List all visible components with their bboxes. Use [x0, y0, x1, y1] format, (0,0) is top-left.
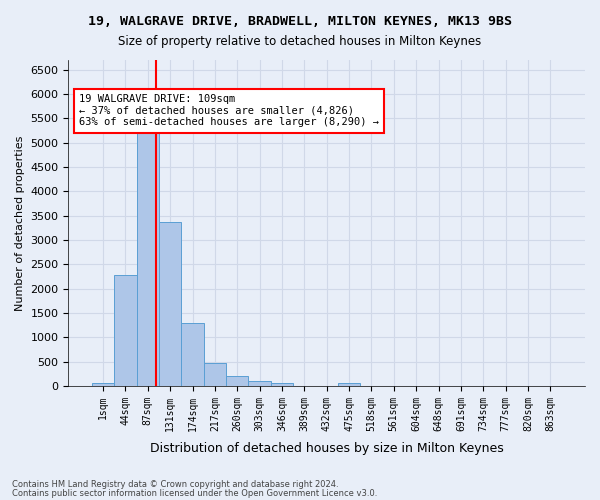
Bar — [159, 222, 181, 386]
Text: Contains HM Land Registry data © Crown copyright and database right 2024.: Contains HM Land Registry data © Crown c… — [12, 480, 338, 489]
X-axis label: Distribution of detached houses by size in Milton Keynes: Distribution of detached houses by size … — [150, 442, 503, 455]
Bar — [92, 382, 114, 386]
Text: Contains public sector information licensed under the Open Government Licence v3: Contains public sector information licen… — [12, 488, 377, 498]
Bar — [181, 323, 204, 386]
Text: Size of property relative to detached houses in Milton Keynes: Size of property relative to detached ho… — [118, 35, 482, 48]
Bar — [226, 376, 248, 386]
Text: 19 WALGRAVE DRIVE: 109sqm
← 37% of detached houses are smaller (4,826)
63% of se: 19 WALGRAVE DRIVE: 109sqm ← 37% of detac… — [79, 94, 379, 128]
Bar — [204, 363, 226, 386]
Text: 19, WALGRAVE DRIVE, BRADWELL, MILTON KEYNES, MK13 9BS: 19, WALGRAVE DRIVE, BRADWELL, MILTON KEY… — [88, 15, 512, 28]
Bar — [248, 381, 271, 386]
Bar — [114, 275, 137, 386]
Bar — [271, 384, 293, 386]
Bar — [137, 122, 159, 386]
Bar — [338, 383, 360, 386]
Y-axis label: Number of detached properties: Number of detached properties — [15, 136, 25, 310]
